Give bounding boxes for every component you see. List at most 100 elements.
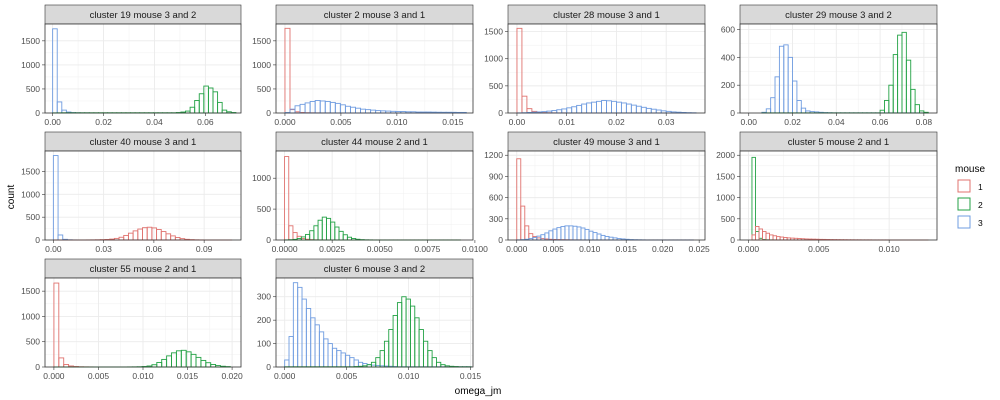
legend-swatch-mouse-3 [957,215,971,229]
x-tick-label: 0.0100 [462,244,488,254]
panel-border [739,23,938,114]
x-tick-label: 0.000 [274,371,296,381]
panel-title: cluster 44 mouse 2 and 1 [321,137,428,148]
y-tick-label: 500 [489,81,503,91]
y-tick-label: 500 [26,212,40,222]
y-tick-label: 1000 [21,60,40,70]
y-tick-label: 1500 [252,36,271,46]
y-tick-label: 0 [498,108,503,118]
plot-background [45,24,241,113]
panels-layer: cluster 19 mouse 3 and 2 0.00 0.02 0.04 0.06… [21,4,938,381]
panel-cluster-29-mouse-3-and-2: cluster 29 mouse 3 and 2 0.00 0.02 0.04 0.06… [721,4,938,127]
panel-border [44,150,242,241]
x-tick-label: 0.010 [579,244,601,254]
legend-label-mouse-1: 1 [978,182,983,192]
y-tick-label: 1500 [21,286,40,296]
x-tick-label: 0.06 [146,244,163,254]
y-tick-label: 600 [721,25,735,35]
panel-title: cluster 19 mouse 3 and 2 [90,10,197,21]
y-tick-label: 1500 [716,171,735,181]
y-tick-label: 0 [498,235,503,245]
panel-title: cluster 28 mouse 3 and 1 [553,10,660,21]
panel-border [739,150,938,241]
plot-background [45,151,241,240]
x-tick-label: 0.0075 [414,244,440,254]
x-tick-label: 0.04 [828,117,845,127]
x-tick-label: 0.02 [784,117,801,127]
y-tick-label: 1000 [252,60,271,70]
legend-swatch-mouse-2 [957,197,971,211]
y-tick-label: 300 [257,292,271,302]
panel-title: cluster 5 mouse 2 and 1 [788,137,889,148]
y-axis-title: count [6,185,17,210]
y-tick-label: 100 [257,339,271,349]
x-tick-label: 0.06 [197,117,214,127]
x-tick-label: 0.02 [608,117,625,127]
x-tick-label: 0.020 [652,244,674,254]
y-tick-label: 0 [266,108,271,118]
y-tick-label: 500 [257,204,271,214]
panel-cluster-55-mouse-2-and-1: cluster 55 mouse 2 and 1 0.000 0.005 0.010 0… [21,258,243,381]
y-tick-label: 1500 [21,167,40,177]
panel-border [507,150,706,241]
y-tick-label: 1000 [21,189,40,199]
panel-title: cluster 2 mouse 3 and 1 [324,10,425,21]
y-tick-label: 600 [489,193,503,203]
x-axis-title: omega_jm [455,386,502,397]
y-tick-label: 500 [257,84,271,94]
panel-cluster-40-mouse-3-and-1: cluster 40 mouse 3 and 1 0.00 0.03 0.06 0.09… [21,131,242,254]
plot-background [276,151,473,240]
x-tick-label: 0.00 [509,117,526,127]
plot-background [740,151,937,240]
y-tick-label: 1200 [484,150,503,160]
panel-border [44,23,242,114]
x-tick-label: 0.005 [808,244,830,254]
y-tick-label: 1500 [21,36,40,46]
y-tick-label: 500 [721,214,735,224]
x-tick-label: 0.09 [196,244,213,254]
x-tick-label: 0.0050 [367,244,393,254]
legend-title: mouse [955,164,985,175]
panel-title: cluster 49 mouse 3 and 1 [553,137,660,148]
x-tick-label: 0.015 [460,371,482,381]
x-tick-label: 0.000 [506,244,528,254]
y-tick-label: 500 [26,337,40,347]
x-tick-label: 0.0025 [319,244,345,254]
x-tick-label: 0.0000 [272,244,298,254]
x-tick-label: 0.020 [221,371,243,381]
plot-background [508,151,705,240]
y-tick-label: 2000 [716,150,735,160]
panel-cluster-49-mouse-3-and-1: cluster 49 mouse 3 and 1 0.000 0.005 0.010 0… [484,131,710,254]
legend-label-mouse-3: 3 [978,218,983,228]
x-tick-label: 0.005 [336,371,358,381]
x-tick-label: 0.000 [274,117,296,127]
x-tick-label: 0.02 [95,117,112,127]
y-tick-label: 0 [266,362,271,372]
y-tick-label: 1000 [21,311,40,321]
panel-border [275,150,474,241]
plot-background [508,24,705,113]
panel-cluster-28-mouse-3-and-1: cluster 28 mouse 3 and 1 0.00 0.01 0.02 0.03… [484,4,706,127]
x-tick-label: 0.01 [558,117,575,127]
legend: mouse 1 2 3 [955,164,985,229]
panel-cluster-19-mouse-3-and-2: cluster 19 mouse 3 and 2 0.00 0.02 0.04 0.06… [21,4,242,127]
y-tick-label: 0 [730,235,735,245]
y-tick-label: 0 [35,235,40,245]
x-tick-label: 0.03 [658,117,675,127]
y-tick-label: 0 [266,235,271,245]
panel-cluster-6-mouse-3-and-2: cluster 6 mouse 3 and 2 0.000 0.005 0.010 0.… [257,258,482,381]
x-tick-label: 0.005 [330,117,352,127]
y-tick-label: 1000 [252,173,271,183]
y-tick-label: 200 [721,80,735,90]
y-tick-label: 1000 [484,54,503,64]
y-tick-label: 400 [721,52,735,62]
x-tick-label: 0.000 [738,244,760,254]
x-tick-label: 0.005 [88,371,110,381]
x-tick-label: 0.010 [879,244,901,254]
y-tick-label: 1500 [484,27,503,37]
panel-cluster-44-mouse-2-and-1: cluster 44 mouse 2 and 1 0.0000 0.0025 0.00… [252,131,488,254]
legend-swatch-mouse-1 [957,179,971,193]
panel-title: cluster 29 mouse 3 and 2 [785,10,892,21]
x-tick-label: 0.015 [616,244,638,254]
panel-border [275,277,474,368]
